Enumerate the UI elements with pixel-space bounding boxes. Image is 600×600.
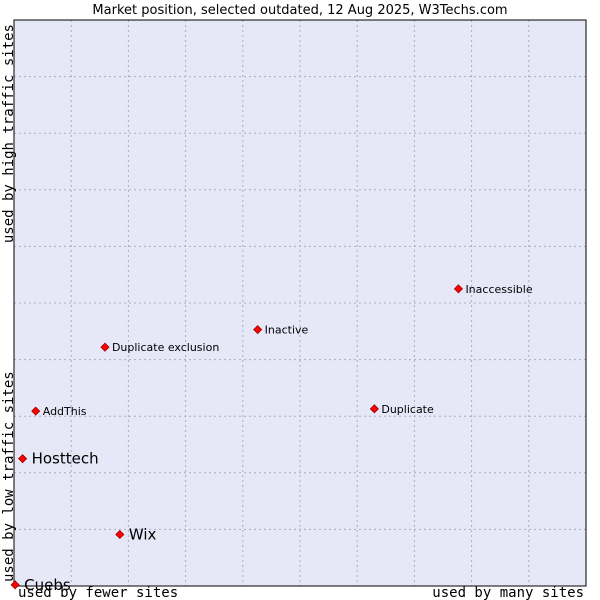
data-point-label: Hosttech <box>32 450 99 468</box>
data-point-marker <box>115 529 125 540</box>
data-point-label: Cuebs <box>24 576 71 594</box>
data-point-label: Duplicate exclusion <box>112 341 219 354</box>
data-point-marker <box>369 404 379 414</box>
chart-title: Market position, selected outdated, 12 A… <box>92 3 507 18</box>
data-point-marker <box>253 325 263 335</box>
data-point-marker <box>31 406 41 416</box>
data-points: Cuebs Wix Hosttech AddThis Duplicate exclusi… <box>10 283 533 594</box>
grid <box>14 20 586 586</box>
y-axis-label-low: used by low traffic sites <box>1 371 17 582</box>
data-point-label: Duplicate <box>381 403 434 416</box>
data-point-marker <box>453 284 464 294</box>
data-point-marker <box>100 342 110 352</box>
data-point-marker <box>10 580 20 590</box>
x-axis-label-many: used by many sites <box>432 585 584 600</box>
y-axis-label-high: used by high traffic sites <box>1 24 17 243</box>
x-axis-label-fewer: used by fewer sites <box>18 585 178 600</box>
data-point-label: AddThis <box>43 405 87 418</box>
data-point-marker <box>18 454 28 464</box>
data-point-label: Inaccessible <box>465 283 532 296</box>
data-point-label: Wix <box>129 525 157 543</box>
plot-border <box>13 19 587 587</box>
data-point-label: Inactive <box>265 324 309 337</box>
